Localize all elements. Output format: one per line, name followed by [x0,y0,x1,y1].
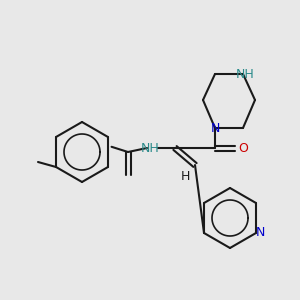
Text: O: O [238,142,248,154]
Text: NH: NH [141,142,159,154]
Text: N: N [210,122,220,134]
Text: N: N [255,226,265,239]
Text: NH: NH [236,68,254,80]
Text: H: H [180,170,190,184]
